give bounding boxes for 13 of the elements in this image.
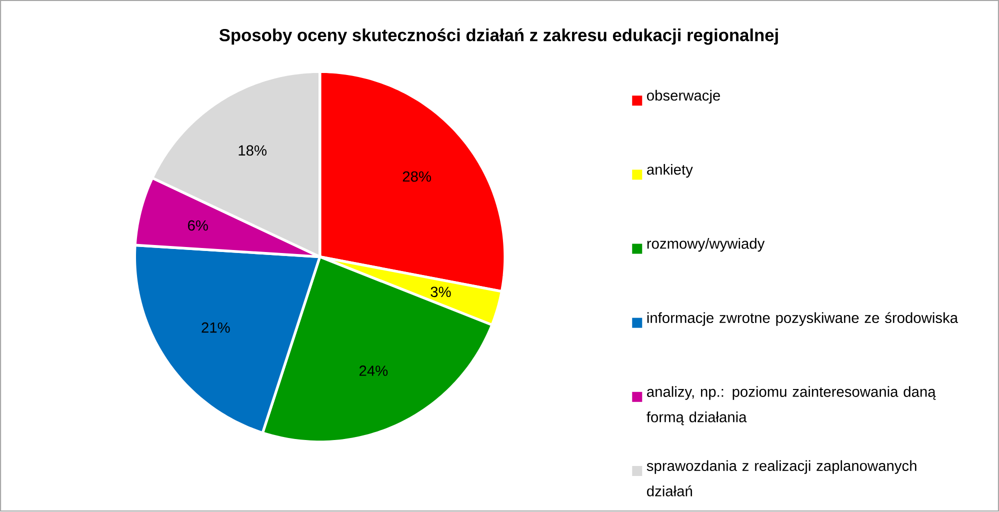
legend-label: obserwacje xyxy=(647,90,720,104)
data-label: 6% xyxy=(188,220,208,231)
data-label: 3% xyxy=(430,286,451,298)
chart-title: Sposoby oceny skuteczności działań z zakresu edukacji regionalnej xyxy=(219,28,778,45)
legend-label: sprawozdania z realizacji zaplanowanych działań xyxy=(646,460,916,497)
data-label: 28% xyxy=(402,172,432,182)
data-label: 24% xyxy=(359,366,388,376)
legend-label: ankiety xyxy=(647,164,693,178)
data-label: 18% xyxy=(238,145,267,156)
legend-label: rozmowy/wywiady xyxy=(647,238,765,252)
legend-label: analizy, np.: poziomu zainteresowania daną formą działania xyxy=(646,386,936,426)
legend-label: informacje zwrotne pozyskiwane ze środowiska xyxy=(647,312,958,326)
data-label: 21% xyxy=(202,322,230,333)
